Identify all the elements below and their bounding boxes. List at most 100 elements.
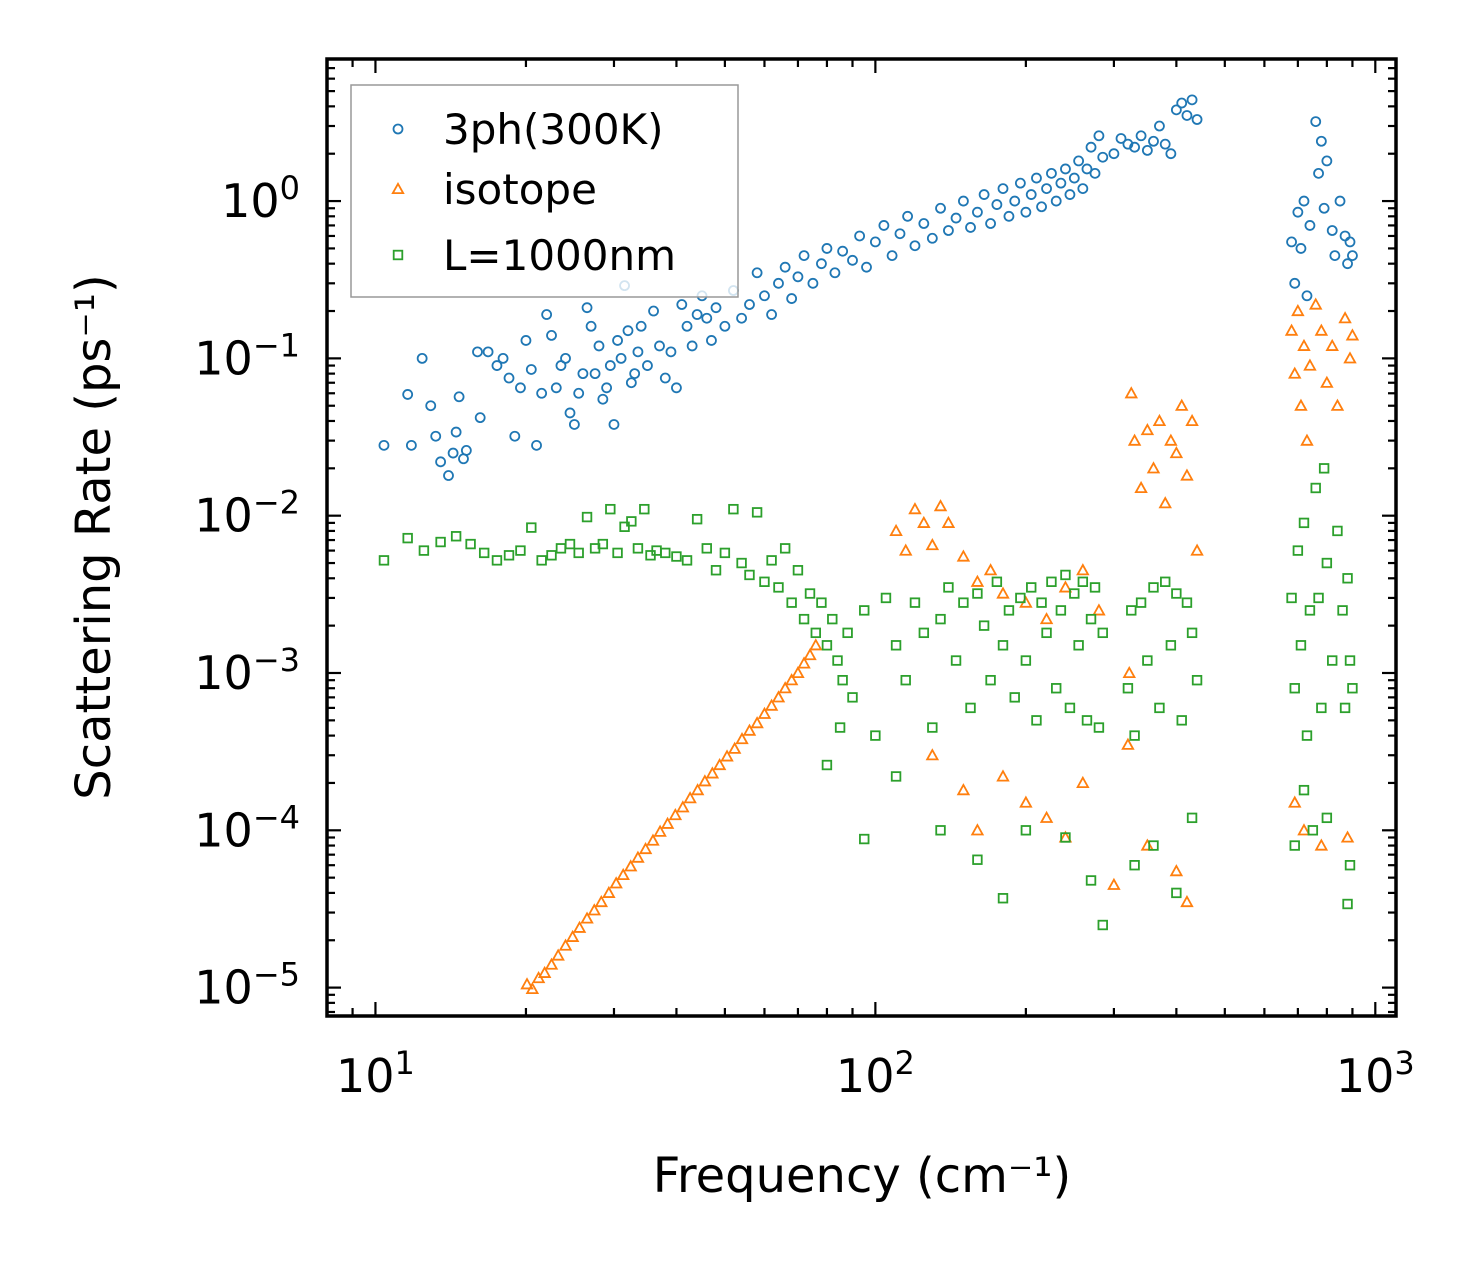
data-point <box>676 800 690 813</box>
data-point <box>1289 840 1300 851</box>
data-point <box>1055 177 1067 189</box>
data-point <box>1315 135 1327 147</box>
data-point <box>632 346 644 358</box>
data-point <box>525 981 540 995</box>
data-point <box>861 261 872 273</box>
data-point <box>701 312 713 324</box>
data-point <box>1129 141 1140 153</box>
data-point <box>526 522 537 533</box>
data-point <box>602 885 616 898</box>
y-tick-label: 10−1 <box>194 326 300 385</box>
data-point <box>1181 597 1193 608</box>
data-point <box>573 387 585 399</box>
data-point <box>1158 496 1172 509</box>
data-point <box>1015 592 1026 604</box>
data-point <box>629 368 641 380</box>
data-point <box>1122 683 1134 694</box>
data-point <box>1288 795 1302 808</box>
data-point <box>926 232 938 244</box>
data-point <box>503 550 515 561</box>
data-point <box>1295 243 1307 254</box>
data-point <box>646 833 660 846</box>
data-point <box>1085 875 1097 886</box>
data-point <box>933 499 948 512</box>
data-point <box>744 569 755 581</box>
data-point <box>1330 398 1345 411</box>
data-point <box>681 320 693 332</box>
x-tick-label: 103 <box>1336 1044 1415 1103</box>
legend-label: 3ph(300K) <box>443 105 663 154</box>
data-point <box>1085 613 1097 625</box>
data-point <box>935 825 946 836</box>
data-point <box>648 305 659 317</box>
data-point <box>1081 163 1093 175</box>
data-point <box>710 302 722 314</box>
data-point <box>1148 582 1159 593</box>
data-point <box>544 957 559 970</box>
data-point <box>1031 715 1042 726</box>
data-point <box>827 613 838 625</box>
data-point <box>1076 563 1090 576</box>
data-point <box>683 791 697 804</box>
data-point <box>573 547 584 559</box>
data-point <box>1313 592 1324 604</box>
data-point <box>736 312 747 324</box>
data-point <box>418 545 430 556</box>
data-point <box>1026 582 1037 593</box>
data-point <box>1073 640 1084 651</box>
data-point <box>1171 887 1182 899</box>
data-point <box>972 854 983 865</box>
data-point <box>615 352 627 364</box>
data-point <box>1186 627 1198 639</box>
data-point <box>1334 195 1346 207</box>
data-point <box>450 531 462 542</box>
data-point <box>619 521 630 532</box>
data-point <box>430 430 442 442</box>
data-point <box>1340 830 1355 843</box>
data-point <box>609 876 623 889</box>
data-point <box>757 706 772 719</box>
data-point <box>478 547 490 559</box>
data-point <box>585 320 597 332</box>
data-point <box>1180 894 1194 908</box>
data-point <box>1122 138 1134 150</box>
data-point <box>943 582 954 593</box>
data-point <box>690 783 705 796</box>
axis-ticks-layer: 101 102 103 10−5 10−4 10−3 10−2 10−1 100 <box>194 57 1415 1103</box>
data-point <box>1321 557 1333 569</box>
data-point <box>1148 840 1159 851</box>
data-point <box>1009 692 1020 703</box>
data-point <box>958 597 969 608</box>
data-point <box>1338 311 1352 324</box>
data-point <box>1301 290 1313 302</box>
data-point <box>1127 433 1142 446</box>
data-point <box>996 586 1010 599</box>
data-point <box>631 850 645 863</box>
data-point <box>1041 183 1052 195</box>
data-point <box>1318 463 1330 474</box>
data-point <box>950 655 962 666</box>
data-point <box>671 551 682 562</box>
data-point <box>784 673 799 686</box>
data-point <box>531 439 542 451</box>
data-point <box>626 516 637 527</box>
data-point <box>520 977 534 990</box>
data-point <box>416 352 428 364</box>
data-point <box>1329 250 1341 262</box>
data-point <box>1313 167 1324 179</box>
data-point <box>773 582 784 593</box>
data-point <box>792 565 804 576</box>
data-point <box>821 243 833 254</box>
data-point <box>950 212 962 224</box>
data-point <box>1154 702 1165 714</box>
data-point <box>1093 130 1105 142</box>
data-point <box>558 938 573 951</box>
data-point <box>736 557 747 569</box>
series-isotope <box>520 297 1360 995</box>
data-point <box>1176 715 1187 726</box>
legend-label: L=1000nm <box>443 231 676 280</box>
data-point <box>587 903 602 916</box>
data-point <box>581 511 593 523</box>
data-point <box>1339 702 1351 714</box>
data-point <box>1039 810 1054 823</box>
